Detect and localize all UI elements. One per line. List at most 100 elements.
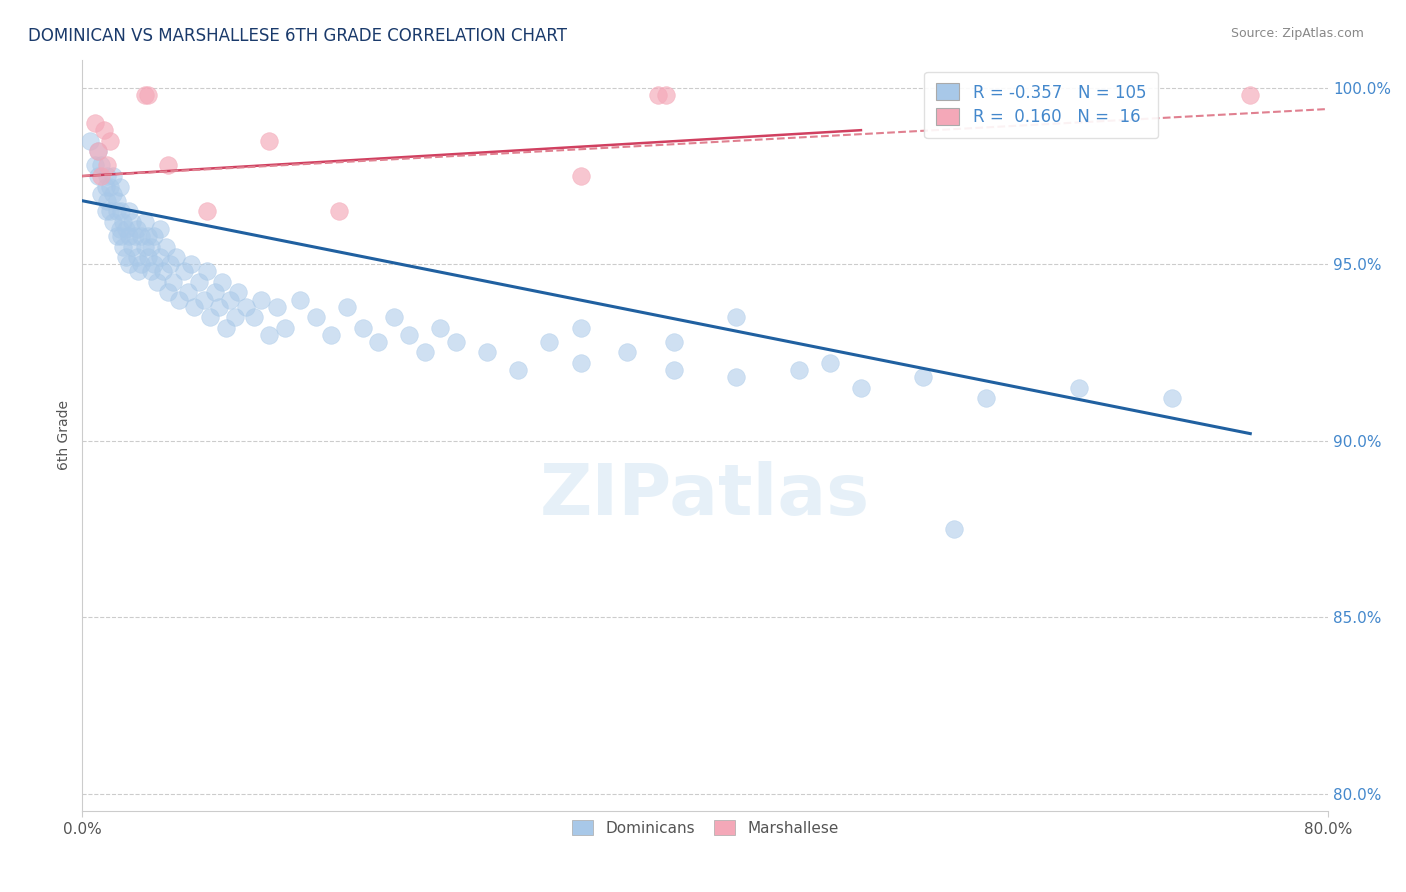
Point [93, 123, 115, 137]
Point [156, 158, 179, 172]
Text: Source: ZipAtlas.com: Source: ZipAtlas.com [1230, 27, 1364, 40]
Point [98, 179, 121, 194]
Point [257, 327, 280, 342]
Point [662, 334, 685, 349]
Point [125, 250, 148, 264]
Point [96, 158, 118, 172]
Point [180, 257, 202, 271]
Point [569, 356, 592, 370]
Point [142, 257, 165, 271]
Point [974, 392, 997, 406]
Point [655, 87, 678, 102]
Point [94, 179, 117, 194]
Point [127, 264, 149, 278]
Point [224, 310, 246, 325]
Point [165, 250, 187, 264]
Point [108, 222, 131, 236]
Point [257, 134, 280, 148]
Point [110, 204, 132, 219]
Point [136, 250, 159, 264]
Point [103, 186, 125, 201]
Point [429, 320, 451, 334]
Point [121, 215, 143, 229]
Point [195, 204, 218, 219]
Point [382, 310, 405, 325]
Point [508, 363, 530, 377]
Point [149, 250, 172, 264]
Point [79, 134, 101, 148]
Point [226, 285, 249, 300]
Point [647, 87, 669, 102]
Point [115, 250, 138, 264]
Point [96, 169, 118, 183]
Point [111, 215, 134, 229]
Point [787, 363, 810, 377]
Point [159, 257, 181, 271]
Point [662, 363, 685, 377]
Point [204, 285, 226, 300]
Point [98, 134, 121, 148]
Point [87, 169, 110, 183]
Point [156, 285, 179, 300]
Point [321, 327, 343, 342]
Point [134, 239, 156, 253]
Point [188, 275, 211, 289]
Legend: Dominicans, Marshallese: Dominicans, Marshallese [562, 811, 848, 845]
Point [90, 186, 112, 201]
Point [87, 145, 110, 159]
Point [849, 381, 872, 395]
Point [152, 264, 174, 278]
Point [198, 310, 221, 325]
Point [274, 320, 297, 334]
Point [413, 345, 436, 359]
Point [139, 239, 162, 253]
Point [103, 215, 125, 229]
Point [193, 293, 215, 307]
Point [83, 116, 105, 130]
Point [305, 310, 328, 325]
Point [912, 370, 935, 384]
Point [616, 345, 638, 359]
Point [569, 169, 592, 183]
Point [444, 334, 467, 349]
Point [105, 204, 128, 219]
Point [173, 264, 195, 278]
Point [96, 194, 118, 208]
Point [136, 87, 159, 102]
Point [105, 229, 128, 244]
Point [538, 334, 561, 349]
Point [569, 320, 592, 334]
Y-axis label: 6th Grade: 6th Grade [58, 401, 72, 470]
Point [83, 158, 105, 172]
Point [115, 222, 138, 236]
Point [943, 522, 966, 536]
Point [250, 293, 273, 307]
Point [725, 370, 748, 384]
Point [818, 356, 841, 370]
Point [367, 334, 389, 349]
Point [162, 275, 184, 289]
Point [1239, 87, 1261, 102]
Point [328, 204, 350, 219]
Point [108, 179, 131, 194]
Point [121, 239, 143, 253]
Point [118, 229, 141, 244]
Point [235, 300, 257, 314]
Point [155, 239, 177, 253]
Point [266, 300, 288, 314]
Point [94, 204, 117, 219]
Point [98, 204, 121, 219]
Point [477, 345, 499, 359]
Point [219, 293, 242, 307]
Point [208, 300, 231, 314]
Point [1067, 381, 1090, 395]
Point [125, 222, 148, 236]
Point [177, 285, 200, 300]
Point [124, 229, 146, 244]
Text: ZIPatlas: ZIPatlas [540, 461, 870, 530]
Text: DOMINICAN VS MARSHALLESE 6TH GRADE CORRELATION CHART: DOMINICAN VS MARSHALLESE 6TH GRADE CORRE… [28, 27, 567, 45]
Point [139, 264, 162, 278]
Point [118, 257, 141, 271]
Point [87, 145, 110, 159]
Point [131, 257, 153, 271]
